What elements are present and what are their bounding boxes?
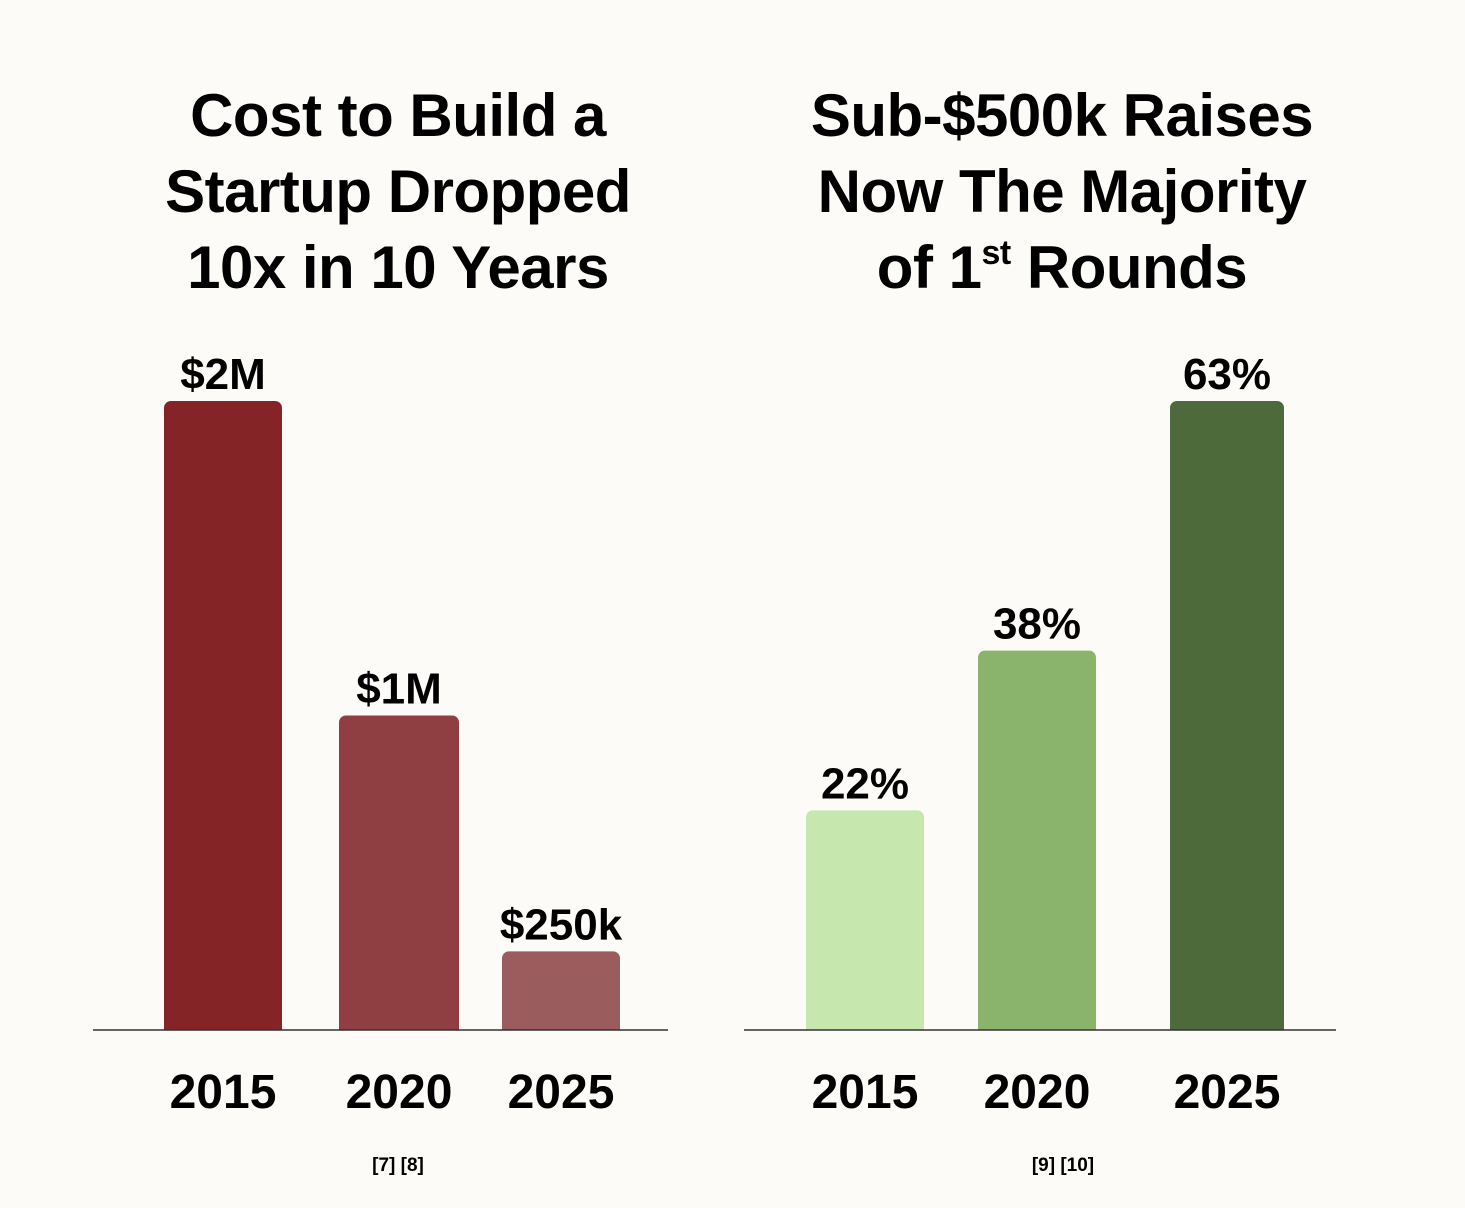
cost-category-label-2025: 2025 bbox=[508, 1066, 615, 1119]
raises-category-label-2015: 2015 bbox=[812, 1066, 919, 1119]
cost-category-label-2020: 2020 bbox=[346, 1066, 453, 1119]
cost-value-label-2025: $250k bbox=[500, 900, 623, 949]
cost-value-label-2020: $1M bbox=[356, 665, 442, 714]
left-title-line-1: Cost to Build a bbox=[190, 82, 606, 149]
raises-bar-2020 bbox=[978, 650, 1096, 1036]
raises-baseline-mask bbox=[744, 1030, 1336, 1038]
raises-category-label-2020: 2020 bbox=[984, 1066, 1091, 1119]
right-title-line-2: Now The Majority bbox=[817, 158, 1307, 225]
left-title-line-3: 10x in 10 Years bbox=[187, 234, 609, 301]
cost-category-label-2015: 2015 bbox=[170, 1066, 277, 1119]
raises-value-label-2020: 38% bbox=[993, 600, 1081, 649]
left-title-line-2: Startup Dropped bbox=[165, 158, 631, 225]
cost-bar-2025 bbox=[502, 951, 620, 1036]
left-chart-title: Cost to Build a Startup Dropped 10x in 1… bbox=[40, 78, 756, 306]
right-title-line-3-start: of 1 bbox=[876, 234, 982, 301]
raises-bar-2015 bbox=[806, 810, 924, 1036]
right-title-line-3: of 1st Rounds bbox=[704, 230, 1420, 306]
cost-bar-2015 bbox=[164, 401, 282, 1036]
raises-bar-2025 bbox=[1170, 401, 1284, 1036]
left-citation: [7] [8] bbox=[372, 1155, 424, 1176]
ordinal-superscript: st bbox=[981, 234, 1011, 272]
right-title-line-3-end: Rounds bbox=[1010, 234, 1248, 301]
right-title-line-1: Sub-$500k Raises bbox=[810, 82, 1314, 149]
cost-chart: $2M 2015 $1M 2020 $250k 2025 bbox=[93, 350, 668, 1119]
raises-value-label-2025: 63% bbox=[1183, 350, 1271, 399]
right-chart-title: Sub-$500k Raises Now The Majority of 1st… bbox=[704, 78, 1420, 306]
cost-bar-2020 bbox=[339, 715, 459, 1036]
raises-value-label-2015: 22% bbox=[821, 759, 909, 808]
cost-value-label-2015: $2M bbox=[180, 350, 266, 399]
cost-baseline-mask bbox=[93, 1030, 668, 1038]
right-citation: [9] [10] bbox=[1031, 1155, 1095, 1176]
raises-category-label-2025: 2025 bbox=[1174, 1066, 1281, 1119]
raises-chart: 22% 2015 38% 2020 63% 2025 bbox=[744, 350, 1336, 1119]
